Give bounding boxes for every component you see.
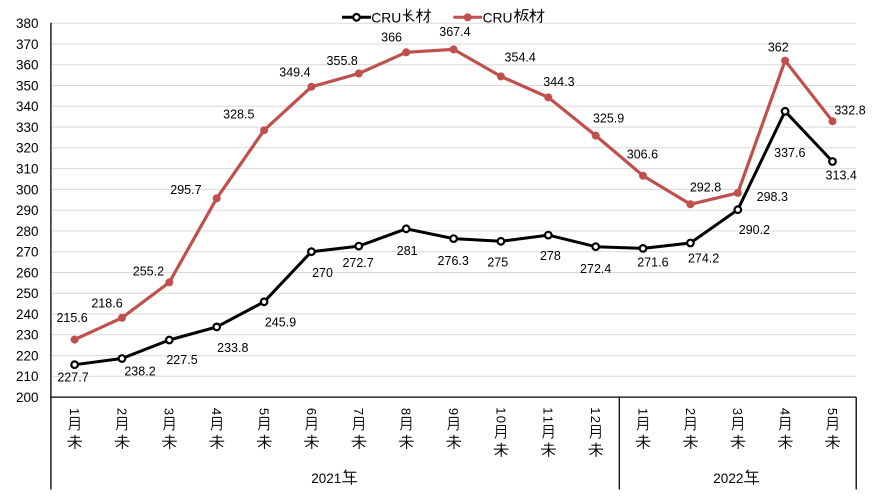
svg-text:255.2: 255.2 [133,265,164,279]
svg-text:227.7: 227.7 [57,371,88,385]
svg-text:270: 270 [16,245,39,260]
svg-text:370: 370 [16,37,39,52]
svg-text:200: 200 [16,390,39,405]
svg-text:3: 3 [730,408,745,415]
svg-text:350: 350 [16,78,39,93]
svg-text:8: 8 [399,408,414,415]
svg-text:349.4: 349.4 [279,66,310,80]
svg-text:5: 5 [825,408,840,415]
svg-text:281: 281 [397,244,418,258]
svg-text:240: 240 [16,307,39,322]
svg-text:271.6: 271.6 [637,256,668,270]
svg-text:CRU: CRU [371,11,401,26]
svg-text:2021: 2021 [311,471,341,486]
svg-text:275: 275 [487,256,508,270]
svg-text:313.4: 313.4 [826,168,857,182]
svg-text:300: 300 [16,182,39,197]
svg-text:2: 2 [683,408,698,415]
svg-text:306.6: 306.6 [627,148,658,162]
svg-text:362: 362 [768,40,789,54]
svg-text:1: 1 [541,416,556,423]
svg-text:290.2: 290.2 [739,223,770,237]
svg-text:2022: 2022 [713,471,743,486]
svg-text:320: 320 [16,141,39,156]
svg-text:298.3: 298.3 [757,190,788,204]
svg-text:292.8: 292.8 [690,181,721,195]
svg-text:CRU: CRU [483,11,513,26]
svg-text:0: 0 [493,416,508,423]
svg-text:276.3: 276.3 [438,254,469,268]
svg-text:332.8: 332.8 [834,104,865,118]
svg-text:4: 4 [209,408,224,415]
svg-text:9: 9 [446,408,461,415]
svg-text:250: 250 [16,286,39,301]
svg-text:367.4: 367.4 [439,25,470,39]
svg-text:1: 1 [493,407,508,414]
svg-text:5: 5 [257,408,272,415]
svg-text:2: 2 [114,408,129,415]
svg-text:278: 278 [540,249,561,263]
svg-text:272.4: 272.4 [580,262,611,276]
svg-text:354.4: 354.4 [505,51,536,65]
svg-text:325.9: 325.9 [593,111,624,125]
svg-text:260: 260 [16,265,39,280]
svg-text:233.8: 233.8 [217,341,248,355]
svg-text:220: 220 [16,349,39,364]
svg-text:210: 210 [16,369,39,384]
svg-text:7: 7 [351,408,366,415]
svg-text:1: 1 [67,408,82,415]
svg-text:280: 280 [16,224,39,239]
svg-text:4: 4 [778,408,793,415]
svg-text:310: 310 [16,162,39,177]
svg-text:366: 366 [381,31,402,45]
svg-text:355.8: 355.8 [327,54,358,68]
svg-text:380: 380 [16,16,39,31]
svg-text:360: 360 [16,58,39,73]
svg-text:1: 1 [635,408,650,415]
svg-text:6: 6 [304,408,319,415]
svg-text:328.5: 328.5 [223,107,254,121]
svg-text:272.7: 272.7 [342,256,373,270]
svg-text:330: 330 [16,120,39,135]
svg-text:245.9: 245.9 [265,316,296,330]
svg-text:3: 3 [162,408,177,415]
svg-text:274.2: 274.2 [688,252,719,266]
svg-text:2: 2 [588,416,603,423]
svg-text:238.2: 238.2 [124,365,155,379]
svg-text:230: 230 [16,328,39,343]
svg-text:337.6: 337.6 [774,146,805,160]
svg-text:1: 1 [541,407,556,414]
svg-text:290: 290 [16,203,39,218]
svg-text:215.6: 215.6 [56,311,87,325]
svg-text:340: 340 [16,99,39,114]
svg-text:218.6: 218.6 [91,297,122,311]
svg-text:344.3: 344.3 [543,75,574,89]
svg-text:227.5: 227.5 [166,353,197,367]
svg-text:295.7: 295.7 [170,183,201,197]
svg-text:1: 1 [588,407,603,414]
svg-text:270: 270 [312,266,333,280]
